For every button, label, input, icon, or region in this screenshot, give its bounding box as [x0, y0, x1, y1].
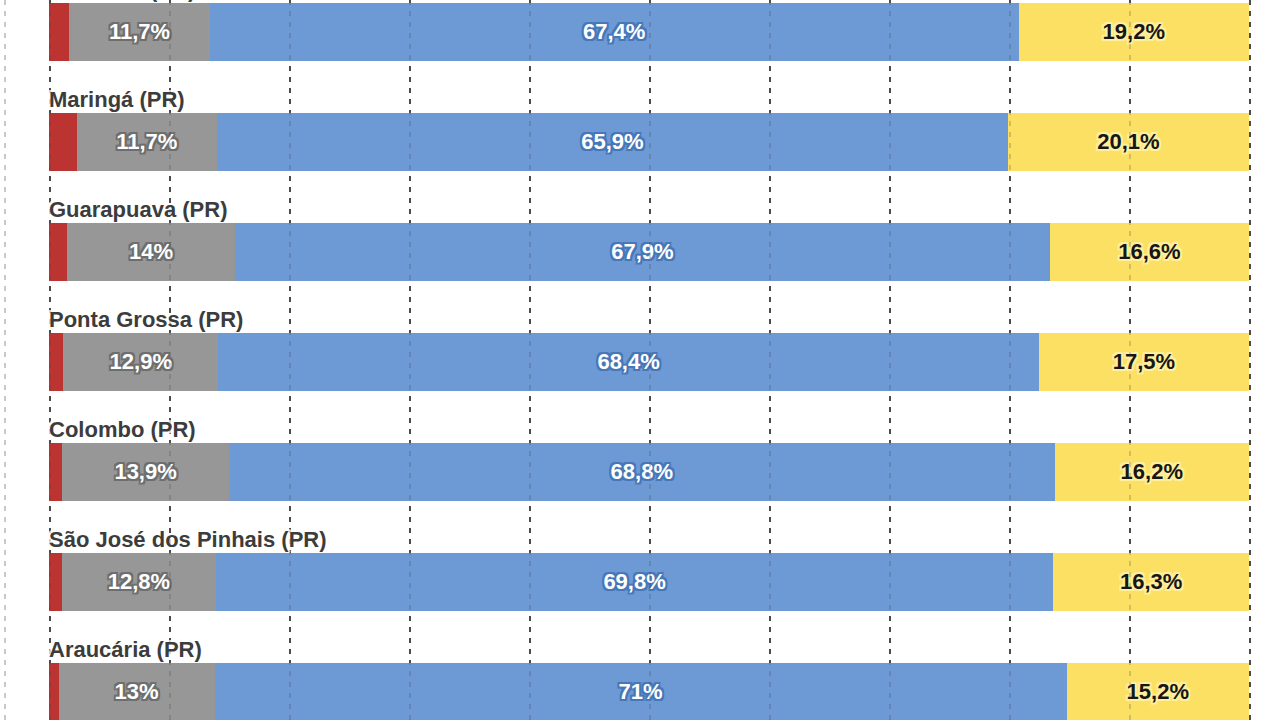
- category-label: Maringá (PR): [49, 87, 1249, 113]
- bar-segment-gray: 13%: [59, 663, 215, 720]
- chart-row: Ponta Grossa (PR) 12,9% 68,4% 17,5%: [49, 307, 1249, 417]
- segment-value-label: 16,6%: [1118, 239, 1180, 265]
- segment-value-label: 13,9%: [114, 459, 176, 485]
- bar-segment-blue: 69,8%: [216, 553, 1054, 611]
- segment-value-label: 12,9%: [110, 349, 172, 375]
- segment-value-label: 68,4%: [597, 349, 659, 375]
- bar-segment-yellow: 16,3%: [1053, 553, 1249, 611]
- bar-segment-red: [49, 443, 62, 501]
- segment-value-label: 11,7%: [116, 129, 177, 155]
- bar-segment-blue: 68,4%: [218, 333, 1039, 391]
- segment-value-label: 11,7%: [109, 19, 170, 45]
- stacked-bar: 13,9% 68,8% 16,2%: [49, 443, 1249, 501]
- bar-segment-blue: 67,9%: [235, 223, 1050, 281]
- bar-segment-red: [49, 223, 67, 281]
- stacked-bar: 11,7% 65,9% 20,1%: [49, 113, 1249, 171]
- category-label: São José dos Pinhais (PR): [49, 527, 1249, 553]
- page-edge-dashed-line: [4, 0, 6, 720]
- bar-segment-gray: 11,7%: [69, 3, 209, 61]
- gridline-100pct: [1249, 0, 1251, 720]
- bar-segment-gray: 14%: [67, 223, 235, 281]
- chart-row: Araucária (PR) 13% 71% 15,2%: [49, 637, 1249, 720]
- bar-segment-blue: 67,4%: [210, 3, 1019, 61]
- chart-row: Colombo (PR) 13,9% 68,8% 16,2%: [49, 417, 1249, 527]
- segment-value-label: 67,9%: [611, 239, 673, 265]
- chart-rows: (PR) 11,7%67,4%19,2% Maringá (PR) 11,7%6…: [49, 0, 1249, 720]
- bar-segment-red: [49, 663, 59, 720]
- bar-segment-blue: 71%: [215, 663, 1067, 720]
- segment-value-label: 14%: [129, 239, 173, 265]
- category-label: Guarapuava (PR): [49, 197, 1249, 223]
- stacked-bar: 12,8% 69,8% 16,3%: [49, 553, 1249, 611]
- bar-segment-yellow: 15,2%: [1067, 663, 1249, 720]
- bar-segment-yellow: 16,6%: [1050, 223, 1249, 281]
- segment-value-label: 12,8%: [108, 569, 170, 595]
- bar-segment-gray: 11,7%: [77, 113, 217, 171]
- category-label: Colombo (PR): [49, 417, 1249, 443]
- stacked-bar: 13% 71% 15,2%: [49, 663, 1249, 720]
- segment-value-label: 68,8%: [611, 459, 673, 485]
- category-label: Ponta Grossa (PR): [49, 307, 1249, 333]
- segment-value-label: 17,5%: [1113, 349, 1175, 375]
- segment-value-label: 16,2%: [1121, 459, 1183, 485]
- segment-value-label: 67,4%: [583, 19, 645, 45]
- bar-segment-blue: 65,9%: [217, 113, 1008, 171]
- category-label: Araucária (PR): [49, 637, 1249, 663]
- chart-row: Maringá (PR) 11,7% 65,9% 20,1%: [49, 87, 1249, 197]
- stacked-bar-chart: (PR) 11,7%67,4%19,2% Maringá (PR) 11,7%6…: [49, 0, 1249, 720]
- segment-value-label: 71%: [619, 679, 663, 705]
- stacked-bar: 12,9% 68,4% 17,5%: [49, 333, 1249, 391]
- chart-row: Guarapuava (PR) 14% 67,9% 16,6%: [49, 197, 1249, 307]
- bar-segment-red: [49, 333, 63, 391]
- segment-value-label: 69,8%: [603, 569, 665, 595]
- bar-segment-gray: 12,9%: [63, 333, 218, 391]
- bar-segment-blue: 68,8%: [229, 443, 1055, 501]
- bar-segment-red: [49, 3, 69, 61]
- segment-value-label: 16,3%: [1120, 569, 1182, 595]
- segment-value-label: 13%: [115, 679, 159, 705]
- chart-row: São José dos Pinhais (PR) 12,8% 69,8% 16,3…: [49, 527, 1249, 637]
- bar-segment-red: [49, 553, 62, 611]
- bar-segment-gray: 13,9%: [62, 443, 229, 501]
- bar-segment-yellow: 16,2%: [1055, 443, 1249, 501]
- bar-segment-red: [49, 113, 77, 171]
- bar-segment-gray: 12,8%: [62, 553, 216, 611]
- segment-value-label: 15,2%: [1127, 679, 1189, 705]
- segment-value-label: 19,2%: [1103, 19, 1165, 45]
- chart-row: (PR) 11,7%67,4%19,2%: [49, 0, 1249, 87]
- segment-value-label: 20,1%: [1097, 129, 1159, 155]
- stacked-bar: 11,7% 67,4% 19,2%: [49, 3, 1249, 61]
- chart-page: (PR) 11,7%67,4%19,2% Maringá (PR) 11,7%6…: [0, 0, 1280, 720]
- bar-segment-yellow: 20,1%: [1008, 113, 1249, 171]
- bar-segment-yellow: 17,5%: [1039, 333, 1249, 391]
- bar-segment-yellow: 19,2%: [1019, 3, 1249, 61]
- stacked-bar: 14% 67,9% 16,6%: [49, 223, 1249, 281]
- segment-value-label: 65,9%: [581, 129, 643, 155]
